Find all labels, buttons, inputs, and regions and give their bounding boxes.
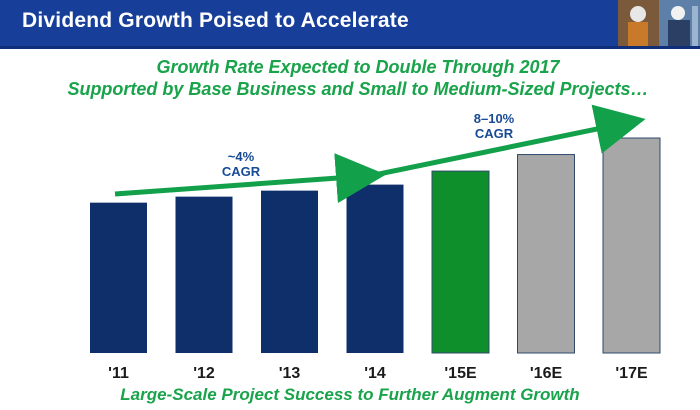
x-tick-label: '17E <box>615 365 648 382</box>
bar-14 <box>346 184 404 353</box>
bar-17E <box>602 137 661 354</box>
cagr-label: CAGR <box>475 126 514 141</box>
x-tick-label: '13 <box>279 365 301 382</box>
footer-note: Large-Scale Project Success to Further A… <box>120 385 580 404</box>
subtitle-line-2: Supported by Base Business and Small to … <box>67 79 649 99</box>
page-title: Dividend Growth Poised to Accelerate <box>22 9 409 32</box>
cagr-label: ~4% <box>228 149 255 164</box>
cagr-label: CAGR <box>222 164 261 179</box>
workers-photo-image <box>618 0 700 46</box>
header-photo <box>618 0 700 46</box>
bar-11 <box>90 202 147 353</box>
cagr-label: 8–10% <box>474 111 515 126</box>
bar-12 <box>175 196 233 353</box>
cagr-arrow <box>378 104 646 177</box>
x-tick-label: '16E <box>530 365 563 382</box>
bar-16E <box>517 154 575 354</box>
header-bar: Dividend Growth Poised to Accelerate <box>0 0 700 49</box>
x-tick-label: '11 <box>108 365 129 382</box>
cagr-arrow <box>114 153 386 204</box>
x-tick-label: '14 <box>364 365 386 382</box>
bar-13 <box>261 190 318 353</box>
bar-15E <box>431 170 490 354</box>
x-tick-label: '12 <box>193 365 215 382</box>
subtitle-line-1: Growth Rate Expected to Double Through 2… <box>156 57 560 77</box>
x-tick-label: '15E <box>444 365 477 382</box>
